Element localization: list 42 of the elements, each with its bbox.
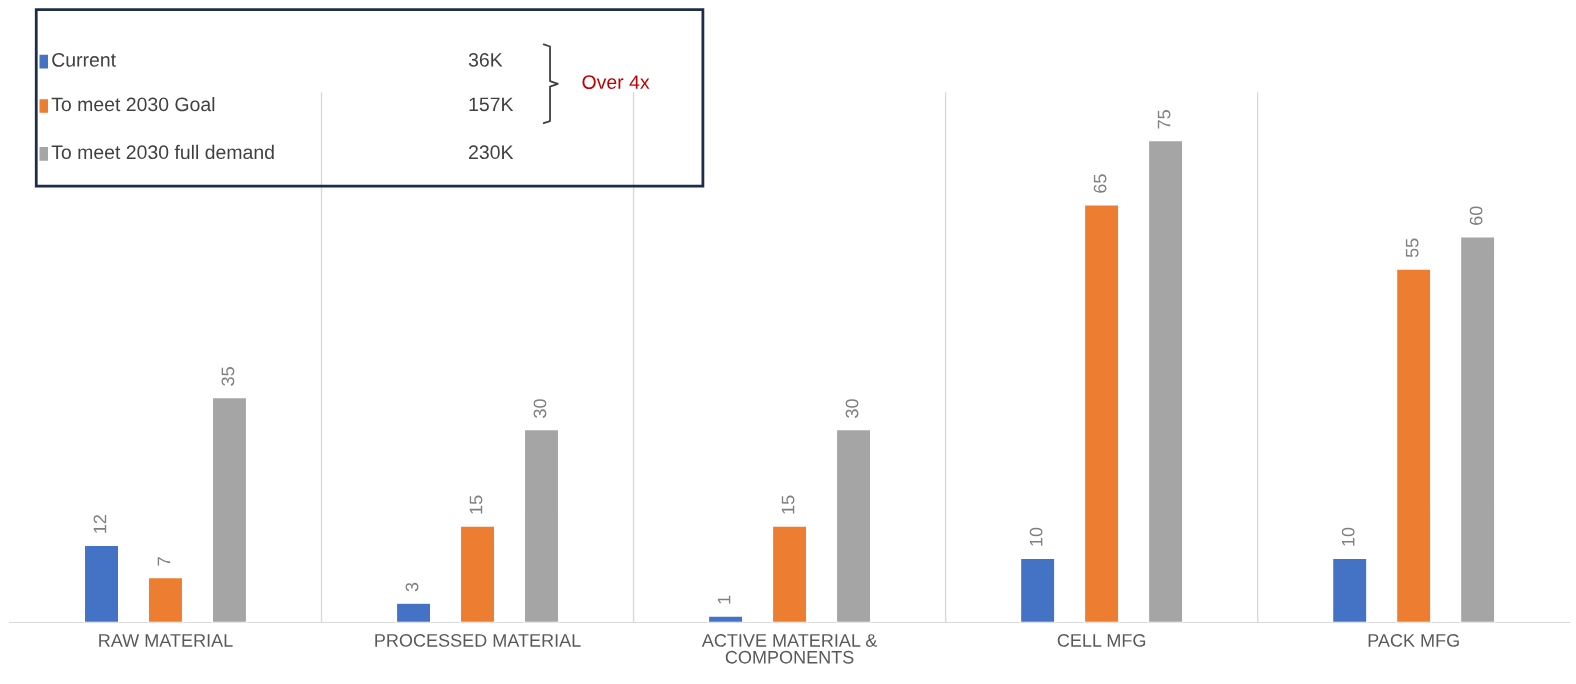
bar	[1019, 557, 1056, 623]
x-tick-label: ACTIVE MATERIAL & COMPONENTS	[701, 634, 878, 664]
bar	[1331, 557, 1368, 623]
bar	[523, 428, 560, 623]
bar	[1459, 236, 1496, 623]
bar	[835, 428, 872, 623]
legend-label: To meet 2030 full demand	[51, 144, 274, 160]
bar	[1083, 204, 1120, 623]
text: Over 4x	[582, 75, 650, 90]
bar	[395, 602, 432, 623]
bar	[1147, 139, 1184, 623]
data-label: 65	[1093, 174, 1107, 193]
x-tick-label: PACK MFG	[1368, 634, 1459, 647]
data-label: 35	[221, 367, 235, 386]
data-label: 75	[1157, 110, 1171, 129]
data-label: 15	[781, 495, 795, 514]
bar	[211, 396, 248, 623]
data-label: 12	[93, 515, 107, 533]
data-label: 3	[405, 582, 419, 592]
data-label: 55	[1405, 238, 1419, 258]
x-tick-label: PROCESSED MATERIAL	[375, 634, 581, 647]
data-label: 15	[469, 495, 483, 514]
annotation: 230K	[469, 145, 514, 160]
data-label: 30	[533, 399, 547, 418]
legend-label: Current	[52, 53, 116, 67]
bar	[147, 576, 184, 623]
x-tick-label: RAW MATERIAL	[99, 634, 233, 647]
x-tick-label: CELL MFG	[1057, 634, 1146, 647]
bar	[1395, 268, 1432, 623]
legend-label: To meet 2030 Goal	[51, 96, 215, 112]
data-label: 1	[717, 595, 731, 604]
data-label: 10	[1029, 527, 1043, 546]
bar	[83, 544, 120, 623]
data-label: 10	[1341, 527, 1355, 546]
bar	[707, 615, 744, 623]
bar	[459, 525, 496, 623]
data-label: 60	[1469, 206, 1483, 225]
bar	[771, 525, 808, 623]
text: 36K	[468, 53, 503, 67]
text: 157K	[469, 97, 514, 112]
data-label: 7	[157, 557, 171, 566]
data-label: 30	[845, 399, 859, 418]
